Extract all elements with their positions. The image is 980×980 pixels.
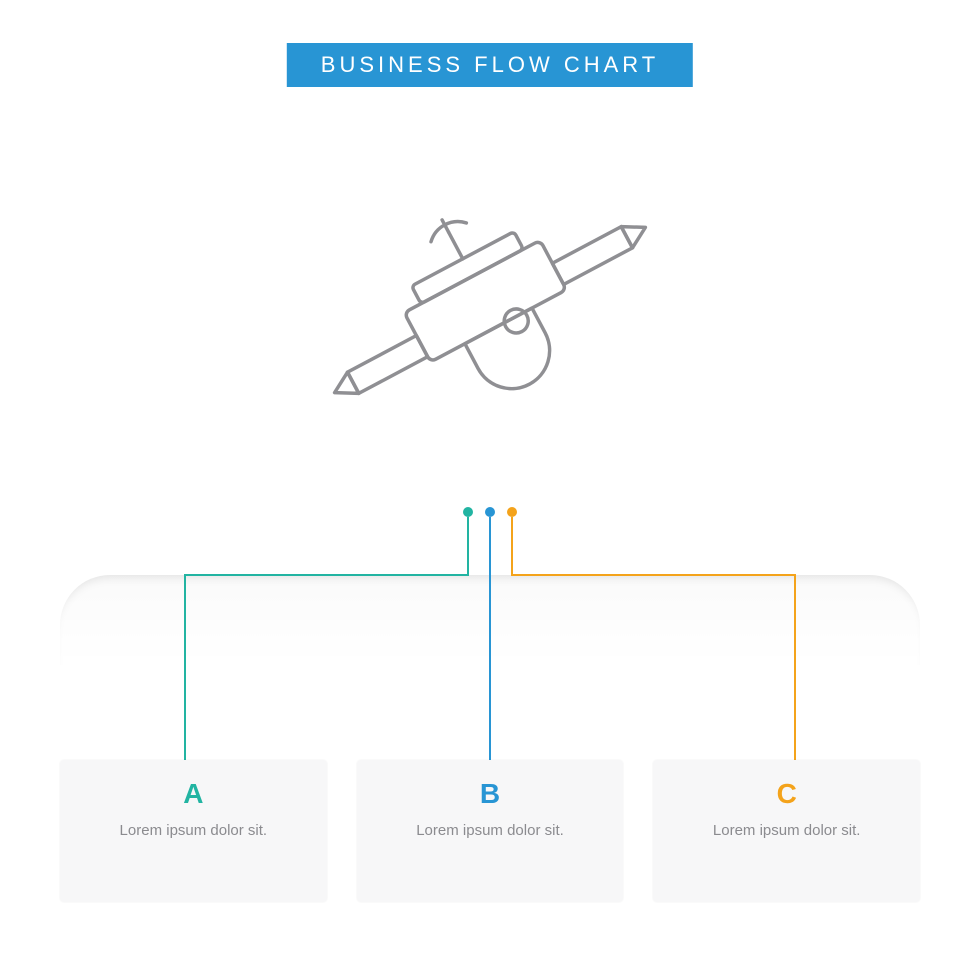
flow-card-letter: B [367, 778, 614, 810]
flow-card-body: Lorem ipsum dolor sit. [70, 820, 317, 842]
connector-line-a [185, 517, 468, 760]
connector-dot-c [507, 507, 517, 517]
flow-card-letter: C [663, 778, 910, 810]
infographic-canvas: BUSINESS FLOW CHART [0, 0, 980, 980]
satellite-icon [320, 160, 660, 460]
page-title: BUSINESS FLOW CHART [287, 43, 693, 87]
connector-line-c [512, 517, 795, 760]
flow-card-b: B Lorem ipsum dolor sit. [357, 760, 624, 902]
flow-card-c: C Lorem ipsum dolor sit. [653, 760, 920, 902]
satellite-icon-svg [320, 160, 660, 460]
connector-dot-a [463, 507, 473, 517]
flow-card-body: Lorem ipsum dolor sit. [367, 820, 614, 842]
flow-connectors [0, 500, 980, 780]
connector-dot-b [485, 507, 495, 517]
flow-card-letter: A [70, 778, 317, 810]
flow-card-body: Lorem ipsum dolor sit. [663, 820, 910, 842]
flow-cards: A Lorem ipsum dolor sit. B Lorem ipsum d… [60, 760, 920, 902]
flow-card-a: A Lorem ipsum dolor sit. [60, 760, 327, 902]
